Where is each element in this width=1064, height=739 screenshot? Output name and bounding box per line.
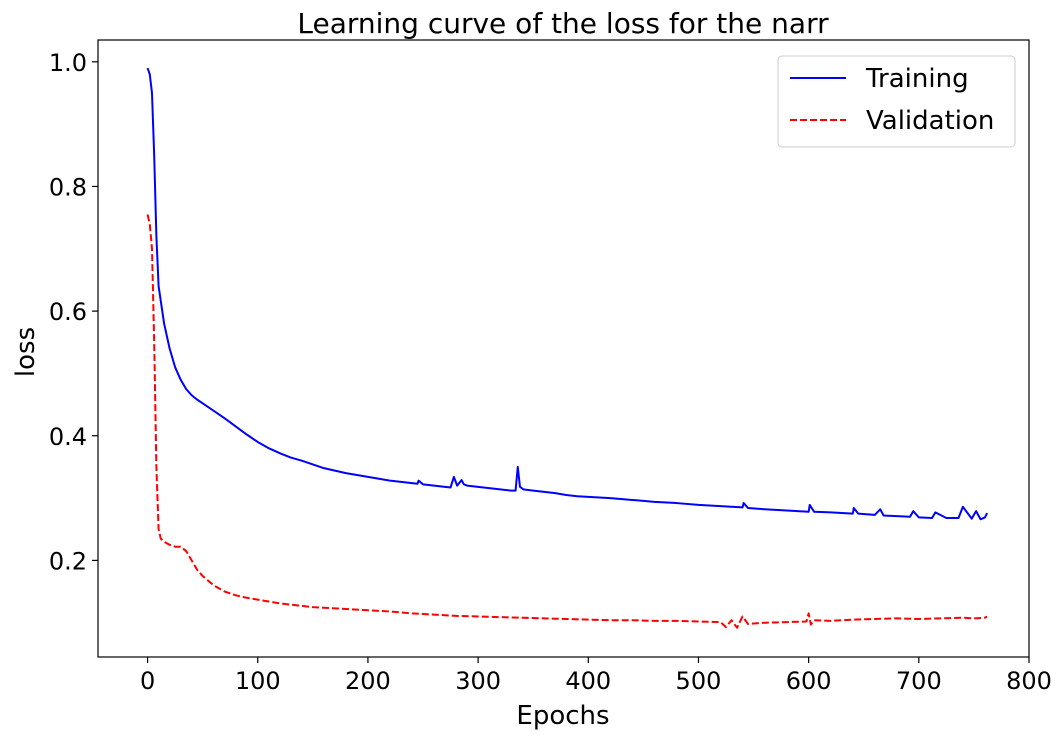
- y-axis-label: loss: [11, 327, 41, 377]
- legend-training-label: Training: [865, 64, 969, 94]
- series-layer: [146, 67, 989, 629]
- x-tick-label: 800: [1006, 667, 1052, 695]
- series-training-line: [146, 67, 989, 521]
- y-tick-label: 0.4: [49, 423, 87, 451]
- y-tick-label: 0.6: [49, 298, 87, 326]
- x-tick-label: 100: [235, 667, 281, 695]
- x-tick-label: 700: [896, 667, 942, 695]
- x-tick-label: 500: [676, 667, 722, 695]
- x-tick-label: 200: [345, 667, 391, 695]
- x-axis-ticks: 0 100 200 300 400 500 600 700 800: [140, 657, 1052, 695]
- legend: Training Validation: [777, 55, 1016, 148]
- x-tick-label: 400: [565, 667, 611, 695]
- x-tick-label: 300: [455, 667, 501, 695]
- y-tick-label: 0.8: [49, 173, 87, 201]
- y-tick-label: 0.2: [49, 547, 87, 575]
- legend-validation-label: Validation: [866, 106, 994, 136]
- x-tick-label: 0: [140, 667, 155, 695]
- x-tick-label: 600: [786, 667, 832, 695]
- chart-title: Learning curve of the loss for the narr: [297, 7, 829, 40]
- y-axis-ticks: 0.2 0.4 0.6 0.8 1.0: [49, 49, 98, 575]
- y-tick-label: 1.0: [49, 49, 87, 77]
- plot-frame: [97, 39, 1030, 658]
- x-axis-label: Epochs: [516, 701, 609, 731]
- series-validation-line: [146, 214, 988, 629]
